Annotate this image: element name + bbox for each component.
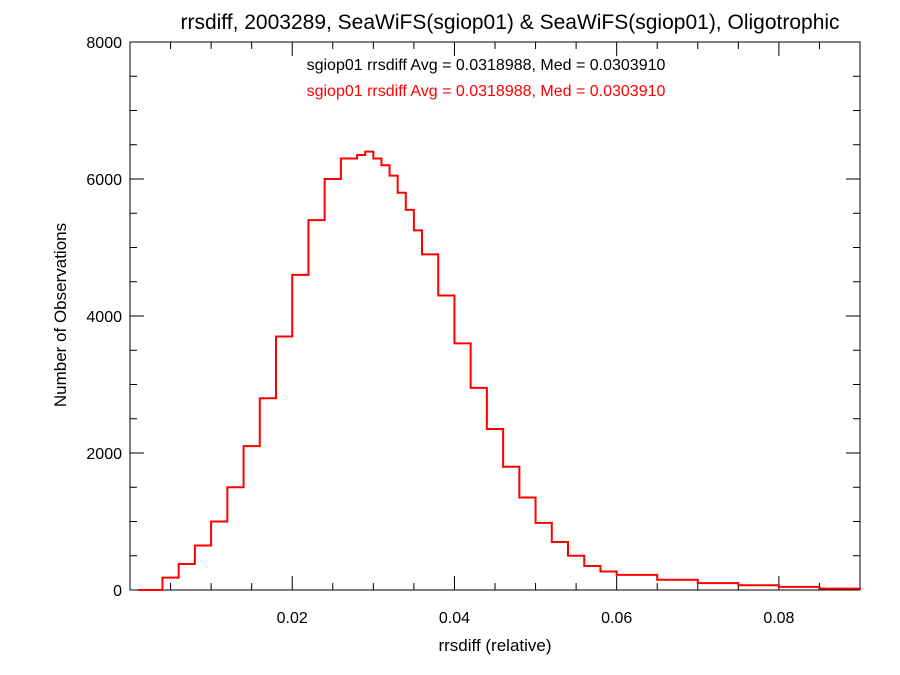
x-tick-label: 0.02 (277, 610, 308, 627)
y-tick-label: 0 (113, 583, 122, 600)
x-tick-label: 0.08 (763, 610, 794, 627)
y-axis-title: Number of Observations (51, 223, 70, 407)
y-tick-label: 8000 (86, 35, 122, 52)
x-tick-label: 0.04 (439, 610, 470, 627)
x-tick-label: 0.06 (601, 610, 632, 627)
chart-title: rrsdiff, 2003289, SeaWiFS(sgiop01) & Sea… (180, 11, 839, 34)
y-tick-label: 6000 (86, 172, 122, 189)
series-histogram-line (138, 150, 861, 591)
legend-annotation-black: sgiop01 rrsdiff Avg = 0.0318988, Med = 0… (307, 57, 666, 74)
y-tick-label: 4000 (86, 309, 122, 326)
x-axis-title: rrsdiff (relative) (438, 636, 551, 655)
legend-annotation-red: sgiop01 rrsdiff Avg = 0.0318988, Med = 0… (307, 83, 666, 100)
plot-frame (129, 41, 861, 591)
y-tick-label: 2000 (86, 446, 122, 463)
